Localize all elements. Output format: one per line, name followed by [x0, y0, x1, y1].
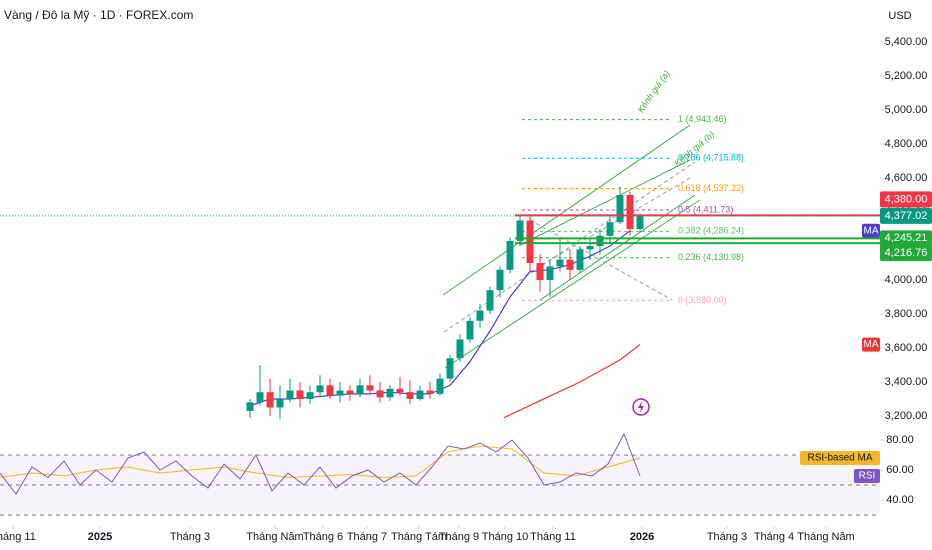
candle-body [586, 246, 594, 250]
x-tick-label: Tháng Tám [391, 531, 447, 543]
candle-body [506, 240, 514, 270]
candle-body [526, 220, 534, 263]
x-tick-label: 2025 [88, 531, 112, 543]
candle-body [496, 269, 504, 291]
candle-body [626, 195, 634, 229]
candle-body [376, 390, 384, 398]
channel-label: Kênh giá (a) [635, 69, 671, 115]
y-tick-label: 60.00 [886, 464, 914, 476]
fib-label: 0.236 (4,130.98) [678, 252, 744, 262]
candle-body [296, 390, 304, 399]
price-tag [880, 230, 932, 247]
candle-body [356, 385, 364, 394]
candle-body [596, 235, 604, 246]
moving-average [503, 344, 641, 419]
candle-body [336, 390, 344, 396]
candle-body [326, 385, 334, 396]
ma-tag-label: MA [864, 339, 879, 350]
legend-label: RSI-based MA [807, 453, 872, 464]
y-tick-label: 4,600.00 [885, 172, 928, 184]
candle-body [476, 310, 484, 321]
candle-body [406, 392, 414, 399]
candle-body [276, 399, 284, 408]
fib-label: 0.382 (4,286.24) [678, 226, 744, 236]
y-tick-label: 5,400.00 [885, 36, 928, 48]
channel-drawings [442, 124, 701, 369]
ma-tag [862, 337, 880, 352]
candle-body [346, 390, 354, 394]
x-tick-label: Tháng Năm [797, 531, 854, 543]
y-tick-label: 5,000.00 [885, 104, 928, 116]
x-tick-label: Tháng 10 [482, 531, 528, 543]
price-tag-label: 4,380.00 [885, 193, 928, 205]
legend-tag [800, 451, 880, 465]
candle-body [606, 222, 614, 236]
y-tick-label: 40.00 [886, 494, 914, 506]
candle-body [426, 390, 434, 394]
y-tick-label: 3,400.00 [885, 376, 928, 388]
candle-body [636, 215, 644, 229]
candle-body [486, 290, 494, 311]
candle-body [516, 220, 524, 241]
candle-body [366, 385, 374, 391]
candle-body [286, 390, 294, 399]
y-tick-label: 3,200.00 [885, 410, 928, 422]
rsi-line [0, 445, 641, 479]
candle-body [616, 195, 624, 223]
fib-label: 1 (4,943.46) [678, 114, 727, 124]
candle-body [436, 378, 444, 394]
candle-body [576, 249, 584, 270]
y-tick-label: 80.00 [886, 434, 914, 446]
candle-body [416, 390, 424, 399]
y-tick-label: 3,800.00 [885, 308, 928, 320]
currency: USD [888, 10, 911, 22]
x-tick-label: Tháng 6 [303, 531, 343, 543]
price-tag-label: 4,216.76 [885, 247, 928, 259]
candle-body [456, 339, 464, 359]
x-tick-label: Tháng 11 [0, 531, 36, 543]
chart-title: Vàng / Đô la Mỹ · 1D · FOREX.com [4, 8, 193, 22]
candle-body [566, 259, 574, 270]
candle-body [446, 358, 454, 379]
y-tick-label: 4,800.00 [885, 138, 928, 150]
x-tick-label: Tháng 9 [439, 531, 479, 543]
price-tag [880, 191, 932, 208]
signal-icon [632, 398, 650, 416]
fib-label: 0 (3,880.00) [678, 295, 727, 305]
candle-body [316, 385, 324, 393]
candle-body [556, 259, 564, 267]
y-tick-label: 5,200.00 [885, 70, 928, 82]
fib-label: 0.5 (4,411.73) [678, 204, 733, 214]
fib-label: 0.618 (4,537.22) [678, 183, 744, 193]
price-tag [880, 245, 932, 262]
x-tick-label: Tháng Năm [246, 531, 303, 543]
x-tick-label: Tháng 3 [707, 531, 747, 543]
x-tick-label: Tháng 4 [754, 531, 794, 543]
legend-label: RSI [859, 471, 876, 482]
x-tick-label: Tháng 11 [530, 531, 576, 543]
rsi-line [0, 432, 641, 495]
ma-tag [862, 223, 880, 238]
y-tick-label: 4,000.00 [885, 274, 928, 286]
candle-body [306, 392, 314, 399]
ma-tag-label: MA [864, 225, 879, 236]
candle-body [396, 388, 404, 393]
x-tick-label: 2026 [630, 531, 654, 543]
x-tick-label: Tháng 3 [170, 531, 210, 543]
candle-body [386, 388, 394, 398]
candle-body [546, 266, 554, 280]
candle-body [466, 320, 474, 340]
candle-body [266, 392, 274, 408]
price-tag [880, 207, 932, 224]
y-tick-label: 3,600.00 [885, 342, 928, 354]
price-tag-label: 4,245.21 [885, 232, 928, 244]
price-tag-label: 4,377.02 [885, 210, 928, 222]
x-tick-label: Tháng 7 [347, 531, 387, 543]
candle-body [536, 263, 544, 280]
candle-body [246, 402, 254, 411]
candle-body [256, 392, 264, 403]
fib-label: 0.786 (4,715.88) [678, 153, 744, 163]
legend-tag [854, 469, 880, 483]
